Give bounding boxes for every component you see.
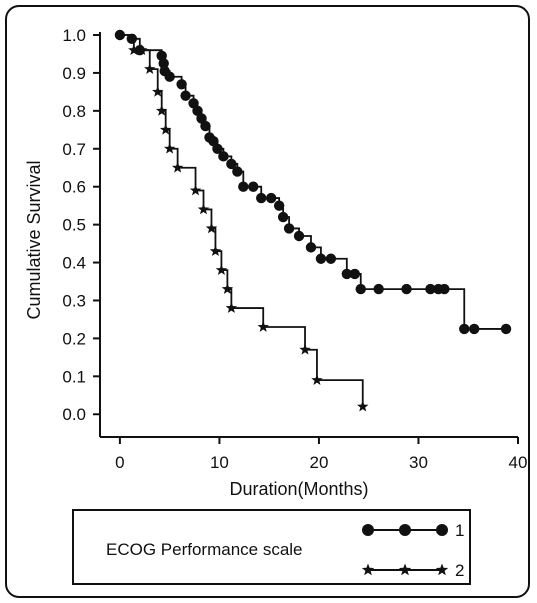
- y-axis-title: Cumulative Survival: [24, 160, 44, 319]
- series-1: [114, 29, 512, 335]
- series-1-point: [373, 283, 384, 295]
- series-1-point: [355, 283, 366, 295]
- y-tick-label: 0.6: [62, 178, 86, 197]
- series-2-point: [144, 63, 156, 74]
- series-2-point: [209, 245, 222, 257]
- series-1-point: [158, 58, 169, 69]
- series-2-point: [128, 44, 140, 56]
- series-1-point: [218, 151, 229, 162]
- series-2-point: [257, 321, 269, 332]
- x-axis-title: Duration(Months): [229, 479, 368, 499]
- series-1-point: [265, 192, 277, 204]
- series-1-point: [283, 223, 295, 234]
- y-tick-label: 0.7: [62, 140, 86, 159]
- series-2-point: [299, 343, 311, 355]
- series-1-point: [248, 181, 259, 192]
- series-2: [119, 34, 369, 412]
- series-1-point: [459, 323, 470, 335]
- series-1-point: [164, 71, 175, 82]
- legend-title: ECOG Performance scale: [106, 540, 303, 559]
- series-2-point: [197, 203, 210, 215]
- series-2-point: [159, 123, 172, 135]
- series-1-point: [293, 230, 305, 242]
- y-tick-label: 1.0: [62, 26, 86, 45]
- series-2-point: [225, 302, 238, 313]
- series-1-point: [425, 283, 436, 295]
- legend-label: 1: [455, 521, 464, 540]
- series-1-point: [273, 200, 285, 211]
- series-2-point: [171, 161, 184, 173]
- y-tick-label: 0.3: [62, 291, 86, 310]
- series-2-point: [215, 264, 228, 275]
- legend-marker: [362, 524, 374, 536]
- figure-frame: [5, 5, 530, 598]
- series-1-point: [349, 268, 360, 280]
- series-1-step-line: [119, 34, 507, 330]
- y-tick-label: 0.8: [62, 102, 86, 121]
- series-1-point: [439, 283, 450, 295]
- series-1-point: [315, 253, 327, 264]
- y-tick-label: 0.4: [62, 254, 86, 273]
- legend-marker: [436, 524, 448, 536]
- y-tick-label: 0.9: [62, 64, 86, 83]
- series-2-point: [136, 44, 148, 56]
- x-axis-ticks: 0 10 20 30 40: [115, 437, 527, 472]
- y-tick-label: 0.1: [62, 367, 86, 386]
- series-1-point: [341, 268, 353, 280]
- y-tick-label: 0.0: [62, 405, 86, 424]
- series-2-point: [163, 142, 176, 154]
- x-tick-label: 30: [409, 453, 428, 472]
- series-layer: [114, 29, 512, 412]
- legend-entries: 12: [361, 521, 464, 580]
- legend-marker: [361, 563, 375, 576]
- series-1-point: [238, 181, 249, 192]
- series-2-point: [152, 85, 164, 97]
- axes: [99, 32, 518, 438]
- legend-marker: [435, 563, 449, 576]
- series-1-point: [180, 90, 191, 101]
- series-1-point: [305, 242, 317, 253]
- legend-entry-1: 1: [362, 521, 464, 540]
- series-1-point: [256, 192, 267, 204]
- x-tick-label: 10: [210, 453, 229, 472]
- y-tick-label: 0.5: [62, 216, 86, 235]
- series-1-point: [401, 283, 412, 295]
- series-2-point: [205, 222, 218, 234]
- x-tick-label: 20: [309, 453, 328, 472]
- series-1-point: [232, 166, 243, 177]
- x-tick-label: 0: [115, 453, 124, 472]
- series-1-point: [200, 120, 211, 132]
- series-2-point: [189, 184, 202, 196]
- series-1-point: [176, 79, 187, 90]
- legend-marker: [398, 563, 412, 576]
- x-tick-label: 40: [509, 453, 528, 472]
- series-1-point: [277, 211, 289, 223]
- y-tick-label: 0.2: [62, 329, 86, 348]
- legend-marker: [399, 524, 411, 536]
- series-2-point: [357, 400, 369, 412]
- series-2-point: [221, 283, 234, 294]
- series-1-point: [212, 143, 223, 154]
- series-1-point: [469, 323, 480, 335]
- series-1-point: [500, 323, 512, 335]
- y-axis-ticks: 0.0 0.1 0.2 0.3 0.4 0.5 0.6 0.7 0.8 0.9 1.0: [62, 26, 100, 424]
- legend-label: 2: [455, 561, 464, 580]
- series-1-point: [325, 253, 337, 264]
- series-1-point: [226, 158, 237, 170]
- legend: ECOG Performance scale 12: [72, 509, 471, 585]
- series-2-point: [156, 104, 168, 116]
- legend-entry-2: 2: [361, 561, 464, 580]
- series-2-point: [311, 374, 323, 385]
